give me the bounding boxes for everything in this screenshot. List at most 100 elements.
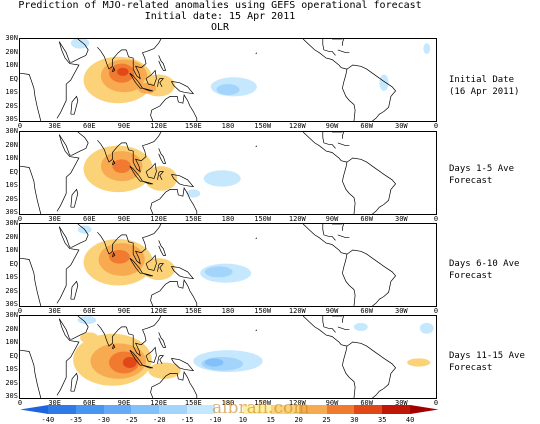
map-canvas (20, 132, 397, 214)
coastline (112, 66, 116, 73)
longitude-label: 30W (395, 122, 408, 130)
longitude-label: 180 (221, 122, 235, 130)
coastline (56, 318, 80, 396)
coastline (151, 187, 198, 214)
colorbar-swatch (298, 405, 328, 414)
colorbar-label: 40 (405, 416, 415, 424)
coastline (346, 341, 397, 398)
longitude-label: 120E (150, 215, 168, 223)
longitude-label: 150W (254, 399, 272, 407)
longitude-label: 120E (150, 399, 168, 407)
longitude-label: 120W (288, 399, 306, 407)
longitude-label: 150E (184, 399, 202, 407)
latitude-label: 30S (5, 208, 18, 216)
colorbar-swatch (187, 405, 216, 414)
coastline (255, 145, 258, 148)
initial-date-line: Initial date: 15 Apr 2011 (144, 11, 296, 22)
colorbar-swatch (131, 405, 160, 414)
longitude-label: 30W (395, 399, 408, 407)
longitude-label: 150E (184, 215, 202, 223)
colorbar-swatch (326, 405, 355, 414)
coastline (142, 180, 153, 185)
longitude-label: 60E (83, 122, 96, 130)
latitude-label: 20S (5, 378, 18, 387)
coastline (322, 39, 336, 56)
coastline (157, 263, 165, 272)
longitude-label: 90W (325, 307, 339, 315)
coastline (129, 165, 144, 182)
colorbar-label: -20 (153, 416, 166, 424)
coastline (157, 355, 165, 364)
latitude-label: 10S (5, 181, 18, 189)
map-area (19, 38, 437, 122)
variable-name: OLR (210, 22, 230, 33)
positive-anomaly (142, 258, 175, 281)
longitude-label: 120W (288, 215, 306, 223)
latitude-label: 20S (5, 194, 18, 203)
latitude-label: 10S (5, 365, 18, 373)
longitude-label: 0 (433, 399, 439, 407)
coastline (171, 81, 195, 95)
colorbar-swatch (410, 405, 439, 414)
colorbar-label: 20 (294, 416, 303, 424)
longitude-label: 90W (325, 215, 339, 223)
coastline (145, 254, 157, 271)
panel-label: Days 6-10 Ave Forecast (449, 258, 519, 282)
longitude-label: 60E (83, 307, 96, 315)
coastline (145, 69, 157, 86)
longitude-label: 180 (221, 215, 235, 223)
map-canvas (20, 224, 397, 306)
latitude-label: EQ (9, 351, 18, 360)
positive-anomaly (117, 67, 129, 76)
positive-anomaly (148, 362, 181, 379)
coastline (337, 49, 350, 54)
coastline (112, 159, 116, 166)
coastline (158, 148, 167, 164)
coastline (158, 55, 167, 71)
coastline (171, 266, 195, 280)
latitude-label: 20N (5, 232, 18, 241)
coastline (322, 224, 336, 241)
coastline (322, 132, 336, 149)
longitude-label: 0 (17, 399, 23, 407)
longitude-label: 150W (254, 215, 272, 223)
map-canvas (20, 316, 434, 398)
longitude-label: 30W (395, 215, 408, 223)
coastline (346, 157, 397, 214)
latitude-label: 30N (5, 127, 18, 135)
figure-title: Prediction of MJO-related anomalies usin… (18, 0, 422, 11)
longitude-label: 60E (83, 215, 96, 223)
negative-anomaly (353, 322, 368, 332)
longitude-label: 60W (360, 215, 373, 223)
coastline (255, 52, 258, 55)
coastline (337, 234, 350, 239)
longitude-label: 150E (184, 122, 202, 130)
latitude-label: 10N (5, 154, 18, 162)
latitude-label: EQ (9, 167, 18, 176)
coastline (125, 132, 162, 173)
panel-label-line1: Initial Date (449, 75, 515, 85)
latitude-label: 20N (5, 140, 18, 149)
negative-anomaly (419, 322, 434, 334)
colorbar-swatch (270, 405, 300, 414)
negative-anomaly (216, 84, 240, 96)
coastline (56, 41, 80, 119)
coastline (145, 162, 157, 179)
coastline (56, 134, 80, 212)
longitude-label: 120E (150, 307, 168, 315)
longitude-label: 90E (117, 215, 131, 223)
longitude-label: 30E (48, 215, 61, 223)
coastline (20, 349, 42, 398)
negative-anomaly (204, 358, 224, 367)
coastline (342, 346, 356, 398)
positive-anomaly (112, 159, 131, 173)
coastline (158, 240, 167, 256)
panel-label-line1: Days 6-10 Ave (449, 259, 520, 269)
map-area (19, 315, 437, 399)
coastline (151, 94, 198, 121)
longitude-label: 30E (48, 307, 61, 315)
coastline (142, 364, 153, 369)
coastline (255, 329, 258, 332)
coastline (302, 132, 348, 163)
